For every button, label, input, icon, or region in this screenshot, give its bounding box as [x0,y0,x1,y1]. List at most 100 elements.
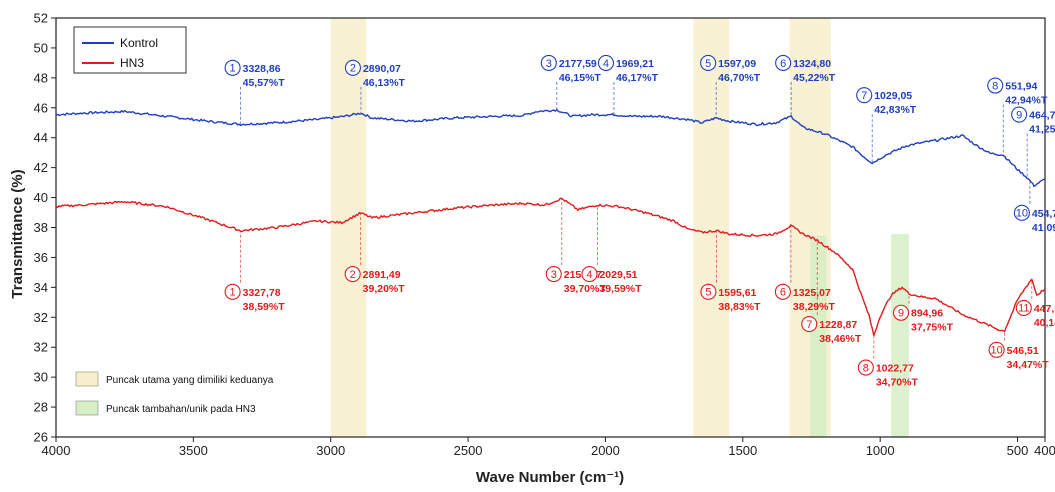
y-tick-label: 52 [34,11,48,26]
peak-number-circle [987,77,1004,94]
peak-transmittance: 41,09%T [1032,222,1055,234]
peak-transmittance: 34,70%T [876,377,919,389]
peak-annotation: 4 2029,51 39,59%T [581,204,642,295]
x-tick-label: 3500 [179,443,208,458]
peak-annotation: 2 2891,49 39,20%T [344,212,406,295]
peak-number: 6 [780,58,786,70]
peak-transmittance: 42,83%T [874,104,917,116]
peak-number-circle [1011,106,1028,123]
y-tick-label: 36 [34,250,48,265]
peak-number: 1 [230,63,236,75]
x-tick-label: 400 [1034,443,1055,458]
peak-number: 1 [230,287,236,299]
peak-wavenumber: 2029,51 [599,269,637,281]
peak-number-circle [545,266,562,283]
peak-number: 8 [992,80,998,92]
peak-transmittance: 34,47%T [1007,359,1050,371]
peak-number: 5 [705,58,711,70]
y-tick-label: 38 [34,220,48,235]
x-tick-label: 500 [1007,443,1029,458]
series-legend: Kontrol HN3 [73,26,187,74]
peak-transmittance: 46,17%T [616,72,659,84]
peak-wavenumber: 464,74 [1029,110,1055,122]
peak-number: 10 [990,345,1002,357]
peak-transmittance: 41,25%T [1029,124,1055,136]
peak-transmittance: 37,75%T [911,322,954,334]
y-tick-label: 46 [34,100,48,115]
unique-band [891,233,910,437]
peak-number-circle [857,359,874,376]
y-tick-label: 40 [34,190,48,205]
peak-wavenumber: 1228,87 [819,319,857,331]
x-tick-label: 3000 [316,443,345,458]
peak-number-circle [801,315,818,333]
legend-label-hn3: HN3 [120,56,144,70]
peak-number-circle [224,283,241,300]
peak-number: 2 [350,63,356,75]
peak-number-circle [774,283,791,300]
peak-annotation: 3 2177,59 46,15%T [540,54,602,110]
peak-transmittance: 46,70%T [718,72,761,84]
band-legend: Puncak utama yang dimiliki keduanya Punca… [75,371,274,416]
peak-number: 3 [551,269,557,281]
y-tick-label: 44 [34,130,48,145]
peak-annotation: 7 1029,05 42,83%T [856,87,917,164]
peak-number: 9 [1016,109,1022,121]
peak-annotation: 7 1228,87 38,46%T [801,240,862,345]
peak-transmittance: 46,15%T [559,72,602,84]
peak-number-circle [344,266,361,283]
peak-number: 4 [586,269,592,281]
peak-annotation: 5 1595,61 38,83%T [700,230,761,313]
x-tick-label: 1000 [866,443,895,458]
y-tick-label: 32 [34,340,48,355]
unique-band [810,235,827,437]
peak-transmittance: 39,70%T [564,283,607,295]
peak-wavenumber: 3327,78 [243,287,281,299]
peak-annotation: 10 454,74 41,09%T [1013,180,1055,234]
peak-wavenumber: 2177,59 [559,58,597,70]
peak-number: 3 [546,58,552,70]
peak-wavenumber: 894,96 [911,308,943,320]
peak-number: 7 [806,319,812,331]
peak-number: 11 [1018,303,1029,315]
y-axis-title: Transmittance (%) [9,169,26,298]
peak-wavenumber: 1324,80 [793,58,831,70]
peak-number: 2 [350,269,356,281]
y-tick-label: 26 [34,430,48,445]
peak-transmittance: 46,13%T [363,77,406,89]
peak-number-circle [856,87,873,104]
peak-annotation: 4 1969,21 46,17%T [597,54,659,115]
peak-number-circle [581,266,598,283]
peak-wavenumber: 1597,09 [718,58,756,70]
y-tick-label: 50 [34,40,48,55]
peak-wavenumber: 1029,05 [874,90,912,102]
peak-wavenumber: 1969,21 [616,58,654,70]
peak-annotation: 10 546,51 34,47%T [988,330,1050,371]
peak-annotation: 6 1324,80 45,22%T [775,54,836,117]
peak-annotation: 6 1325,07 38,29%T [774,225,835,313]
peak-number: 9 [898,308,904,320]
x-tick-label: 2000 [591,443,620,458]
peak-transmittance: 40,14%T [1034,317,1055,329]
peak-number: 6 [780,287,786,299]
peak-wavenumber: 3328,86 [243,63,281,75]
peak-annotation: 9 894,96 37,75%T [892,293,954,334]
peak-number-circle [1015,299,1032,316]
peak-number: 8 [863,362,869,374]
y-tick-label: 48 [34,70,48,85]
y-tick-label: 30 [34,370,48,385]
series-line-kontrol [55,108,1046,187]
band-legend-label-shared: Puncak utama yang dimiliki keduanya [106,375,274,386]
peak-transmittance: 42,94%T [1005,95,1048,107]
peak-wavenumber: 546,51 [1007,345,1039,357]
peak-transmittance: 45,22%T [793,72,836,84]
peak-wavenumber: 2890,07 [363,63,401,75]
peak-transmittance: 39,20%T [363,283,406,295]
x-tick-label: 2500 [454,443,483,458]
peak-number-circle [892,304,910,321]
y-tick-label: 42 [34,160,48,175]
